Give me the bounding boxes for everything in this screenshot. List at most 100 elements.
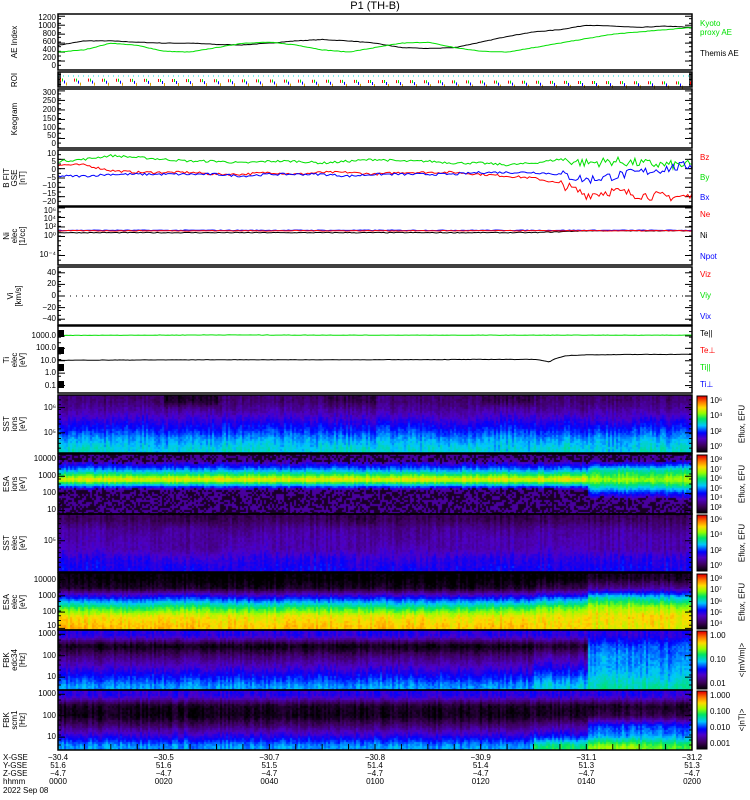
fbk_scm1-ytick-label: 1000 <box>38 689 56 699</box>
sst_elec-colorbar-frame <box>696 514 708 572</box>
keogram-ytick-label: 250 <box>42 96 56 105</box>
velocity-legend-item: Viz <box>700 270 711 279</box>
ae-series-kyoto-proxy-ae <box>57 27 693 53</box>
fbk_edc34-ytick-label: 10 <box>47 672 56 682</box>
sst_ion-ytick-label: 10⁶ <box>43 402 56 412</box>
temperature-ytick-label: 1.0 <box>44 368 56 378</box>
ae-legend-item: proxy AE <box>700 28 733 37</box>
fbk_edc34-colorbar-label: 0.10 <box>710 655 726 664</box>
ephemeris-row-label: X-GSE <box>3 753 28 762</box>
ae-ytick-label: 800 <box>42 29 56 38</box>
temperature-marker <box>58 330 64 337</box>
ephemeris-x-value: −30.4 <box>47 753 69 762</box>
fbk_edc34-colorbar-label: 1.00 <box>710 631 726 640</box>
ephemeris-y-value: 51.3 <box>684 761 700 770</box>
keogram-ytick-label: 0 <box>51 139 56 148</box>
fbk_scm1-colorbar-frame <box>696 690 708 750</box>
ephemeris-t-value: 0100 <box>366 777 384 786</box>
fbk_scm1-colorbar-label: 1.000 <box>710 691 731 700</box>
ephemeris-y-value: 51.5 <box>261 761 278 770</box>
bfield-legend-item: Bx <box>700 193 710 202</box>
esa_ion-colorbar-label: 10⁸ <box>710 455 723 464</box>
esa_elec-ytick-label: 10000 <box>33 574 56 584</box>
esa_ion-panel-frame <box>57 453 693 515</box>
esa_elec-ytick-label: 100 <box>42 607 56 617</box>
temperature-ytick-label: 1000.0 <box>31 330 56 340</box>
velocity-legend-item: Viy <box>700 291 711 300</box>
density-ytick-label: 10⁰ <box>43 231 56 241</box>
sst_elec-panel-frame <box>57 513 693 573</box>
esa_elec-ytick-label: 10 <box>47 621 56 630</box>
ephemeris-z-value: −4.7 <box>155 769 172 778</box>
sst_ion-colorbar-label: 10² <box>710 426 722 436</box>
esa_elec-colorbar <box>697 574 707 629</box>
temperature-ytick-label: 10.0 <box>40 355 56 365</box>
ae-panel-frame <box>57 13 693 71</box>
fbk_scm1-colorbar-label: 0.001 <box>710 739 731 748</box>
ephemeris-y-value: 51.6 <box>155 761 172 770</box>
density-ytick-label: 10² <box>44 222 56 231</box>
temperature-legend-item: Te⊥ <box>700 346 716 355</box>
sst_elec-spectrogram <box>58 514 692 572</box>
bfield-ytick-label: 10 <box>47 149 56 158</box>
ephemeris-x-value: −30.7 <box>259 753 280 762</box>
esa_elec-panel-frame <box>57 572 693 631</box>
esa_ion-spectrogram <box>58 454 692 514</box>
sst_elec-colorbar <box>697 515 707 571</box>
ae-ytick-label: 600 <box>42 37 56 46</box>
density-legend-item: Ne <box>700 210 711 219</box>
temperature-legend-item: Ti⊥ <box>700 380 714 389</box>
velocity-ytick-label: 40 <box>47 267 56 277</box>
esa_elec-colorbar-label: 10⁴ <box>710 619 723 628</box>
velocity-panel-frame <box>57 266 693 326</box>
temperature-marker <box>58 347 64 354</box>
ephemeris-row-label: Y-GSE <box>3 761 28 770</box>
ephemeris-z-value: −4.7 <box>367 769 383 778</box>
ephemeris-t-value: 0000 <box>49 777 67 786</box>
fbk_scm1-colorbar <box>697 691 707 749</box>
density-legend-item: Ni <box>700 231 708 240</box>
fbk_edc34-panel-frame <box>57 629 693 691</box>
bfield-ytick-label: 0 <box>51 165 56 174</box>
temperature-panel-frame <box>57 325 693 394</box>
fbk_scm1-ytick-label: 100 <box>42 710 56 720</box>
ephemeris-y-value: 51.6 <box>50 761 66 770</box>
ephemeris-y-value: 51.3 <box>578 761 595 770</box>
ephemeris-x-value: −30.9 <box>470 753 491 762</box>
ae-ytick-label: 0 <box>51 61 56 70</box>
esa_elec-colorbar-label: 10⁵ <box>710 607 723 617</box>
esa_ion-ytick-label: 100 <box>42 488 56 498</box>
ephemeris-t-value: 0140 <box>577 777 596 786</box>
density-ytick-label: 10⁶ <box>43 206 56 215</box>
temperature-ytick-label: 0.1 <box>44 380 56 390</box>
sst_ion-colorbar-label: 10⁶ <box>710 396 723 405</box>
temperature-marker <box>58 364 64 371</box>
density-panel-frame <box>57 206 693 266</box>
bfield-legend-item: By <box>700 173 710 182</box>
bfield-ytick-label: 5 <box>51 157 56 166</box>
temperature-legend-item: Ti|| <box>700 363 711 372</box>
sst_elec-colorbar-label: 10² <box>710 545 722 555</box>
fbk_edc34-spectrogram <box>58 630 692 690</box>
esa_ion-ytick-label: 10000 <box>33 454 56 464</box>
ephemeris-x-value: −30.5 <box>153 753 174 762</box>
ae-ytick-label: 1200 <box>38 13 56 22</box>
sst_ion-ytick-label: 10⁵ <box>43 427 56 437</box>
ephemeris-y-value: 51.4 <box>472 761 489 770</box>
density-legend-item: Npot <box>700 252 717 261</box>
temperature-ytick-label: 100.0 <box>35 343 56 353</box>
keogram-ytick-label: 100 <box>42 123 56 132</box>
ephemeris-x-value: −31.2 <box>681 753 703 762</box>
bfield-ytick-label: −10 <box>42 181 56 190</box>
ae-legend-item: Kyoto <box>700 19 721 28</box>
ae-ytick-label: 200 <box>42 53 56 62</box>
bfield-series-bz <box>57 163 693 202</box>
esa_ion-colorbar-frame <box>696 454 708 514</box>
keogram-ytick-label: 200 <box>42 104 56 114</box>
ae-ytick-label: 400 <box>42 45 56 54</box>
fbk_edc34-ytick-label: 1000 <box>38 629 56 639</box>
esa_ion-colorbar-label: 10⁷ <box>710 464 722 474</box>
sst_ion-colorbar <box>697 396 707 452</box>
roi-panel-frame <box>57 71 693 88</box>
ephemeris-z-value: −4.7 <box>578 769 595 778</box>
